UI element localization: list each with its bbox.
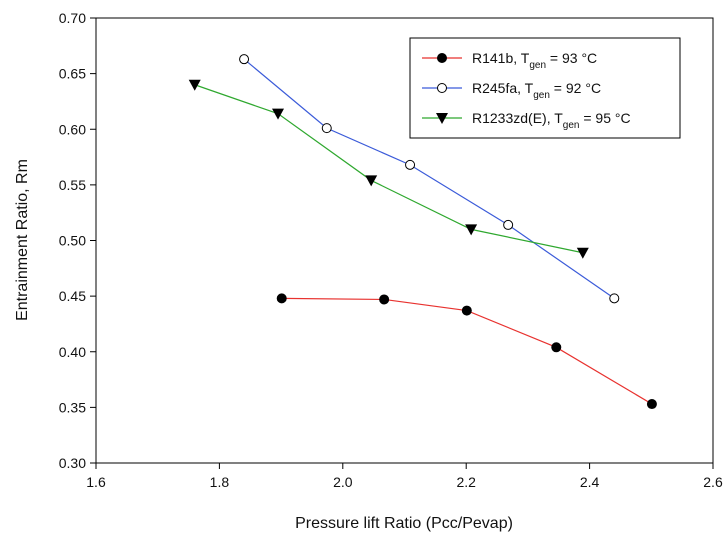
y-axis-title: Entrainment Ratio, Rm xyxy=(14,159,31,321)
x-tick-label: 2.6 xyxy=(703,474,723,490)
legend-label: R1233zd(E), Tgen = 95 °C xyxy=(472,110,631,131)
legend-marker xyxy=(436,113,448,124)
legend-box xyxy=(409,37,681,139)
y-tick-label: 0.70 xyxy=(59,10,86,26)
point xyxy=(646,399,657,410)
x-tick-label: 2.2 xyxy=(456,474,476,490)
legend-label: R141b, Tgen = 93 °C xyxy=(472,50,597,71)
point xyxy=(276,293,287,304)
point xyxy=(321,123,332,134)
point xyxy=(272,108,285,120)
x-tick-label: 2.0 xyxy=(333,474,353,490)
point xyxy=(188,79,201,91)
legend-text: = 93 °C xyxy=(546,50,597,66)
point xyxy=(405,159,416,170)
legend-text: R141b, T xyxy=(472,50,530,66)
legend-label: R245fa, Tgen = 92 °C xyxy=(472,80,601,101)
y-tick-label: 0.50 xyxy=(59,233,86,249)
x-tick-label: 2.4 xyxy=(580,474,600,490)
x-axis-title: Pressure lift Ratio (Pcc/Pevap) xyxy=(295,515,513,532)
y-tick-label: 0.30 xyxy=(59,455,86,471)
legend-text: = 95 °C xyxy=(579,110,630,126)
point xyxy=(379,294,390,305)
point xyxy=(576,247,589,259)
point xyxy=(503,219,514,230)
point xyxy=(365,175,378,187)
legend-text: R245fa, T xyxy=(472,80,534,96)
y-tick-label: 0.45 xyxy=(59,288,86,304)
legend-subscript: gen xyxy=(529,60,546,71)
point xyxy=(239,54,250,65)
y-tick-label: 0.40 xyxy=(59,344,86,360)
x-tick-label: 1.8 xyxy=(210,474,230,490)
legend-subscript: gen xyxy=(533,90,550,101)
y-tick-label: 0.60 xyxy=(59,121,86,137)
point xyxy=(461,305,472,316)
legend-marker xyxy=(437,83,447,93)
point xyxy=(551,342,562,353)
point xyxy=(609,293,620,304)
y-tick-label: 0.55 xyxy=(59,177,86,193)
legend-subscript: gen xyxy=(563,120,580,131)
y-tick-label: 0.65 xyxy=(59,66,86,82)
legend-marker xyxy=(437,53,447,63)
x-tick-label: 1.6 xyxy=(86,474,106,490)
legend-text: = 92 °C xyxy=(550,80,601,96)
point xyxy=(465,224,478,236)
y-tick-label: 0.35 xyxy=(59,399,86,415)
legend-text: R1233zd(E), T xyxy=(472,110,563,126)
